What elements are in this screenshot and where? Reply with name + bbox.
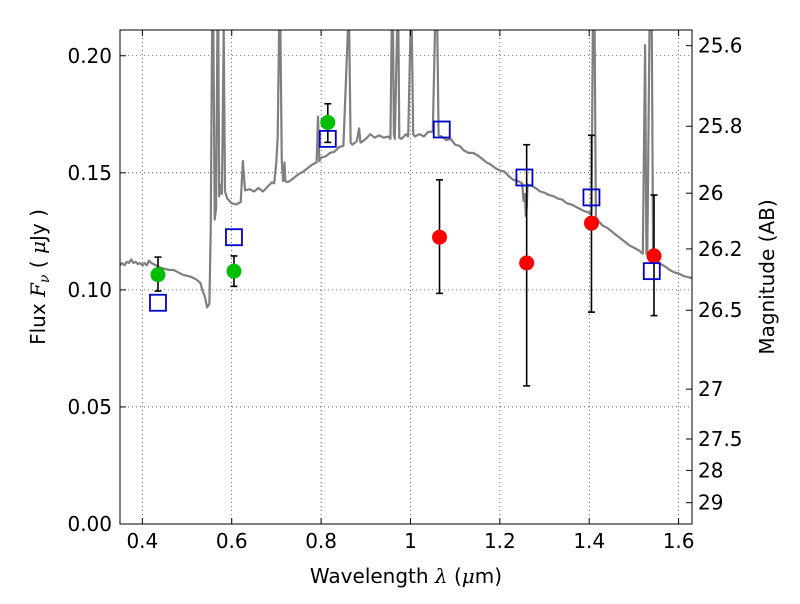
x-axis-label: Wavelength λ (μm)	[310, 564, 502, 588]
x-tick-label: 1	[404, 529, 417, 553]
model-spectrum-line	[120, 30, 692, 309]
model-square-point	[642, 262, 661, 281]
y2-tick-label: 26.5	[698, 298, 743, 322]
y2-tick-label: 27.5	[698, 427, 743, 451]
model-square-point	[149, 293, 167, 312]
red-point	[646, 248, 662, 264]
y2-tick-label: 25.8	[698, 114, 743, 138]
x-tick-label: 0.4	[126, 529, 158, 553]
axes-ticks: 0.4 0.6 0.8 1 1.2 1.4 1.6 0.00 0.05 0.10 0.15 0.20 2…	[67, 30, 743, 553]
y-tick-label: 0.10	[67, 278, 112, 302]
y2-tick-label: 29	[698, 491, 723, 515]
y2-tick-label: 25.6	[698, 34, 743, 58]
y2-tick-label: 26.2	[698, 237, 743, 261]
red-point	[583, 215, 599, 231]
y2-tick-label: 27	[698, 377, 723, 401]
x-tick-label: 1.2	[484, 529, 516, 553]
model-square-point	[515, 168, 534, 187]
green-point	[320, 114, 336, 130]
plot-frame	[119, 29, 693, 525]
green-point	[150, 267, 166, 283]
y-tick-label: 0.00	[67, 512, 112, 536]
plot-area	[120, 30, 692, 387]
x-tick-label: 1.6	[663, 529, 695, 553]
x-tick-label: 0.8	[305, 529, 337, 553]
y2-tick-label: 26	[698, 181, 723, 205]
x-tick-label: 0.6	[216, 529, 248, 553]
y-axis-label: Flux Fν ( μJy )	[26, 209, 53, 345]
red-point	[432, 229, 448, 245]
x-tick-label: 1.4	[573, 529, 605, 553]
model-square-point	[225, 228, 243, 247]
green-point	[226, 263, 242, 279]
y2-tick-label: 28	[698, 458, 723, 482]
red-point	[519, 255, 535, 271]
y-tick-label: 0.15	[67, 161, 112, 185]
y2-axis-label: Magnitude (AB)	[755, 199, 779, 354]
y-tick-label: 0.20	[67, 44, 112, 68]
model-square-point	[318, 129, 337, 148]
model-square-point	[432, 120, 451, 139]
data-layer	[120, 30, 692, 387]
y-tick-label: 0.05	[67, 395, 112, 419]
model-square-point	[582, 188, 601, 207]
